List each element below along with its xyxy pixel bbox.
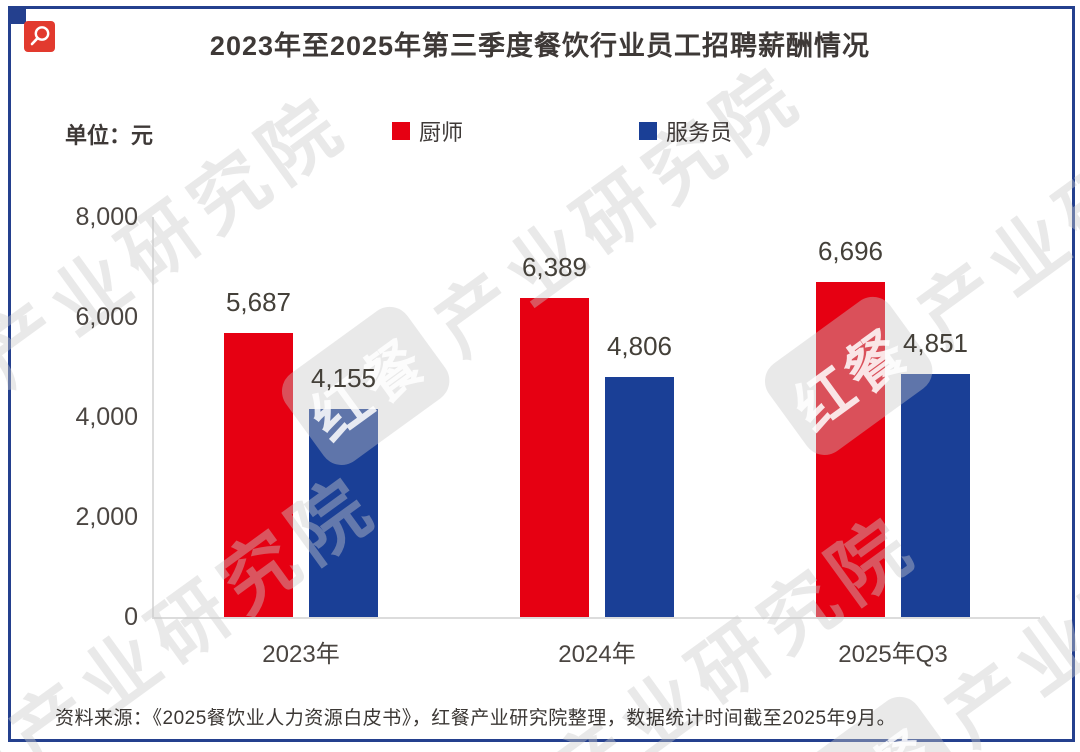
bar-厨师-2 [816,282,885,617]
legend-swatch-1 [639,122,657,140]
y-tick-label-4: 0 [124,603,138,631]
y-tick-label-1: 6,000 [75,303,138,331]
value-label-服务员-2: 4,851 [902,328,969,358]
watermark-logo-block-0: 红餐 [0,328,4,504]
x-tick-label-0: 2023年 [262,641,340,668]
bar-厨师-1 [520,298,589,617]
y-tick-label-0: 8,000 [75,203,138,231]
watermark-logo-block-4: 红餐 [388,748,574,752]
corner-accent [8,6,26,24]
bar-服务员-0 [309,409,378,617]
legend-label-0: 厨师 [419,120,464,145]
value-label-服务员-0: 4,155 [310,363,377,393]
value-label-厨师-0: 5,687 [225,287,292,317]
unit-label: 单位：元 [65,123,154,148]
legend-swatch-0 [392,122,410,140]
magnifier-icon [30,26,50,46]
bar-服务员-1 [605,377,674,617]
bar-服务员-2 [901,374,970,617]
legend-item-1: 服务员 [639,120,732,145]
value-label-厨师-2: 6,696 [817,236,884,266]
y-axis-line [152,217,154,617]
legend-item-0: 厨师 [392,120,463,145]
y-tick-label-3: 2,000 [75,503,138,531]
magnifier-logo-badge [24,21,55,52]
source-note: 资料来源：《2025餐饮业人力资源白皮书》，红餐产业研究院整理，数据统计时间截至… [55,708,897,729]
chart-frame-border [8,6,1075,742]
x-axis-line [152,617,1040,619]
value-label-服务员-1: 4,806 [606,331,673,361]
chart-title: 2023年至2025年第三季度餐饮行业员工招聘薪酬情况 [209,31,871,61]
value-label-厨师-1: 6,389 [521,252,588,282]
x-tick-label-2: 2025年Q3 [838,641,948,668]
legend-label-1: 服务员 [666,120,733,145]
bar-厨师-0 [224,333,293,617]
y-tick-label-2: 4,000 [75,403,138,431]
x-tick-label-1: 2024年 [558,641,636,668]
